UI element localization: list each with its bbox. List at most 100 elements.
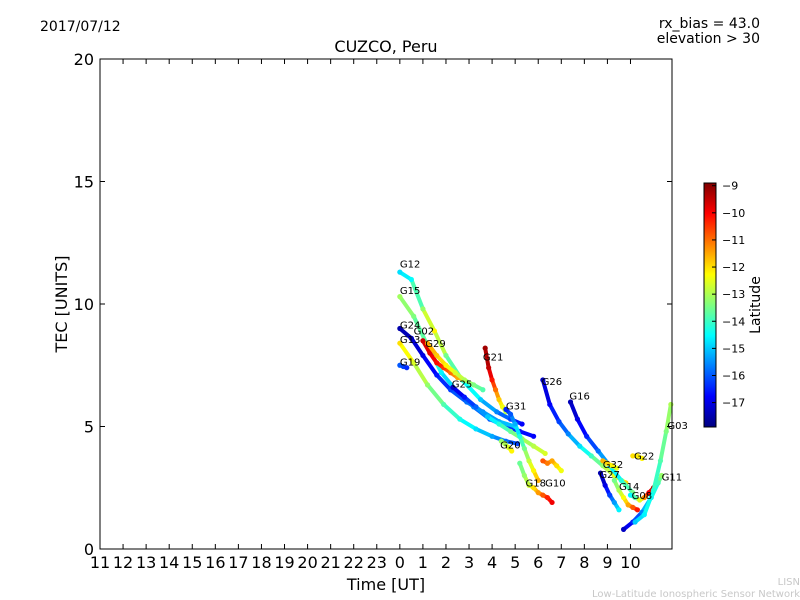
data-point [494,409,500,415]
data-point [540,458,546,464]
data-point [434,360,440,366]
data-point [397,269,403,275]
satellite-label-g18: G18 [526,479,546,490]
x-tick-label: 8 [579,553,589,572]
data-point [404,365,410,371]
x-tick-label: 10 [620,553,640,572]
track-segment [478,397,499,414]
x-tick-label: 14 [159,553,179,572]
data-point [521,445,527,452]
x-tick-label: 17 [228,553,248,572]
data-point [616,487,622,493]
rx-bias-label: rx_bias = 43.0 [659,16,760,32]
data-point [535,490,541,496]
data-point [616,507,622,513]
data-point [659,472,665,479]
data-point [618,477,624,483]
x-tick-label: 9 [602,553,612,572]
watermark-lisn: LISN [778,577,800,588]
colorbar-tick-label: −10 [722,207,745,220]
data-point [611,477,617,483]
data-point [558,468,564,474]
data-point [420,338,426,344]
series-g02 [420,338,468,383]
satellite-label-g13: G13 [400,335,420,346]
data-point [620,526,627,533]
series-g29 [424,340,486,393]
data-point [630,504,636,510]
series-g10 [540,458,564,474]
satellite-label-g25: G25 [452,379,472,390]
data-point [489,377,495,383]
y-tick-label: 15 [74,173,94,192]
data-point [420,306,426,312]
x-axis: 11 12 13 14 15 16 17 18 19 20 21 22 23 0 1 2 3 4 5 6 7 8 9 10 [90,59,641,572]
track-segment [473,426,495,439]
data-point [411,360,417,366]
y-tick-label: 0 [84,540,94,559]
satellite-label-g02: G02 [414,327,434,338]
data-point [639,455,645,461]
track-segment [651,458,663,493]
colorbar-tick-label: −12 [722,261,745,274]
track-segment [497,419,518,429]
data-point [657,458,664,464]
data-point [547,401,553,408]
data-point [452,370,458,376]
track-segment [619,478,635,495]
data-point [595,448,601,454]
data-point [584,433,590,439]
track-segment [457,417,478,431]
colorbar-gradient [703,182,717,428]
colorbar-tick-label: −11 [722,234,745,247]
plot-frame [99,58,673,550]
data-point [632,519,638,525]
x-tick-label: 11 [90,553,110,572]
series-g19 [397,362,410,371]
colorbar-label: Latitude [748,276,764,334]
data-point [540,377,546,383]
satellite-label-g22: G22 [634,452,654,463]
data-point [517,433,523,439]
data-point [614,465,620,471]
series-g26 [540,377,629,486]
track-segment [441,402,462,422]
colorbar-tick-label: −16 [722,369,745,382]
data-point [611,499,617,506]
satellite-label-g24: G24 [400,321,420,332]
satellite-label-g26: G26 [542,377,562,388]
track-segment [568,400,580,422]
track-segment [658,429,669,463]
track-segment [420,353,439,378]
data-point [507,428,514,434]
data-point [461,394,468,400]
data-point [600,463,606,469]
x-tick-label: 6 [533,553,543,572]
data-point [434,372,440,378]
data-point [507,411,514,417]
track-segment [460,377,483,402]
data-point [443,352,449,359]
colorbar: −9 −10 −11 −12 −13 −14 −15 −16 −17 Latitude [703,180,764,428]
satellite-label-g16: G16 [569,392,589,403]
data-point [602,482,608,488]
track-segment [494,409,513,422]
satellite-label-g32: G32 [603,460,623,471]
track-segment [411,360,430,387]
data-point [604,460,611,466]
data-point [480,387,486,393]
series-g14 [611,477,641,513]
satellite-label-g14: G14 [619,482,639,493]
track-segment [547,402,561,424]
data-point [544,460,551,466]
data-point [434,352,440,359]
data-point [509,448,515,454]
data-point [577,443,583,449]
track-segment [483,346,491,370]
data-point [554,463,560,469]
x-tick-label: 18 [251,553,271,572]
series-g13 [397,340,521,447]
satellite-label-g31: G31 [506,401,526,412]
satellite-label-g08: G08 [632,491,652,502]
